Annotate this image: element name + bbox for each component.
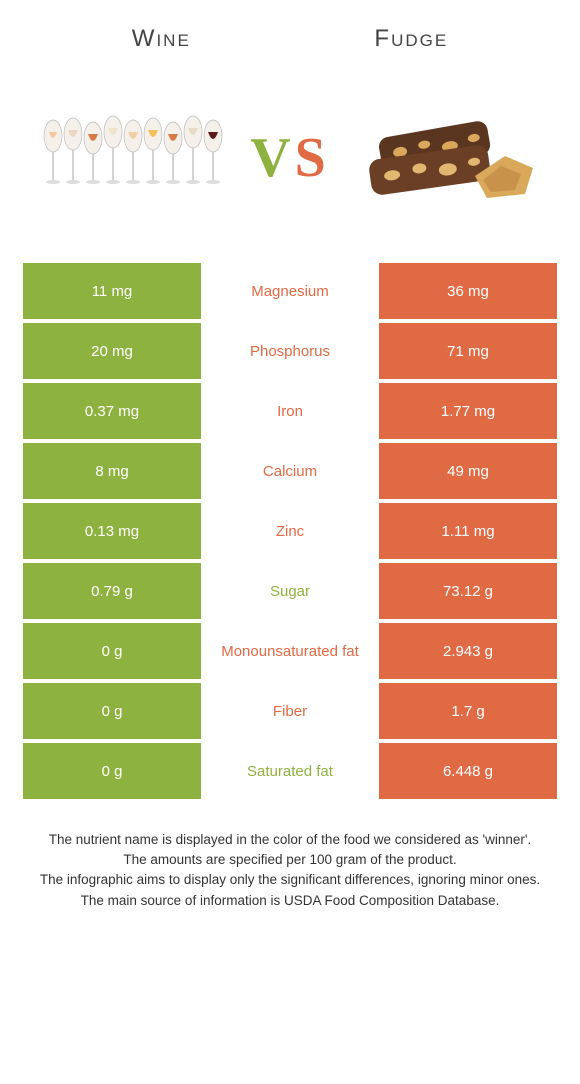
cell-left: 0 g: [23, 743, 201, 799]
cell-nutrient: Calcium: [201, 443, 379, 499]
cell-nutrient: Monounsaturated fat: [201, 623, 379, 679]
cell-left: 20 mg: [23, 323, 201, 379]
cell-right: 49 mg: [379, 443, 557, 499]
cell-nutrient: Fiber: [201, 683, 379, 739]
cell-nutrient: Phosphorus: [201, 323, 379, 379]
vs-letter-v: V: [250, 126, 294, 190]
vs-badge: VS: [235, 103, 345, 213]
wine-glasses-icon: [35, 108, 225, 208]
header: Wine Fudge: [0, 0, 580, 63]
nutrient-table: 11 mgMagnesium36 mg20 mgPhosphorus71 mg0…: [23, 263, 557, 799]
wine-illustration: [35, 103, 225, 213]
header-title-right: Fudge: [374, 25, 448, 53]
table-row: 0 gFiber1.7 g: [23, 683, 557, 739]
table-row: 8 mgCalcium49 mg: [23, 443, 557, 499]
cell-left: 0.37 mg: [23, 383, 201, 439]
table-row: 20 mgPhosphorus71 mg: [23, 323, 557, 379]
footnote-line: The main source of information is USDA F…: [18, 892, 562, 910]
table-row: 0.13 mgZinc1.11 mg: [23, 503, 557, 559]
cell-right: 73.12 g: [379, 563, 557, 619]
footnote-line: The nutrient name is displayed in the co…: [18, 831, 562, 849]
cell-right: 1.7 g: [379, 683, 557, 739]
table-row: 0 gMonounsaturated fat2.943 g: [23, 623, 557, 679]
cell-right: 1.77 mg: [379, 383, 557, 439]
hero-row: VS: [0, 63, 580, 263]
cell-left: 0 g: [23, 623, 201, 679]
cell-right: 6.448 g: [379, 743, 557, 799]
cell-right: 1.11 mg: [379, 503, 557, 559]
footnote-line: The infographic aims to display only the…: [18, 871, 562, 889]
footnotes: The nutrient name is displayed in the co…: [0, 803, 580, 910]
cell-nutrient: Zinc: [201, 503, 379, 559]
fudge-icon: [360, 108, 540, 208]
table-row: 0.37 mgIron1.77 mg: [23, 383, 557, 439]
cell-right: 36 mg: [379, 263, 557, 319]
header-title-left: Wine: [132, 25, 191, 53]
cell-right: 2.943 g: [379, 623, 557, 679]
cell-nutrient: Iron: [201, 383, 379, 439]
cell-nutrient: Magnesium: [201, 263, 379, 319]
cell-left: 0 g: [23, 683, 201, 739]
table-row: 11 mgMagnesium36 mg: [23, 263, 557, 319]
vs-letter-s: S: [295, 126, 330, 190]
cell-nutrient: Saturated fat: [201, 743, 379, 799]
cell-nutrient: Sugar: [201, 563, 379, 619]
cell-left: 11 mg: [23, 263, 201, 319]
table-row: 0 gSaturated fat6.448 g: [23, 743, 557, 799]
fudge-illustration: [355, 103, 545, 213]
cell-right: 71 mg: [379, 323, 557, 379]
cell-left: 8 mg: [23, 443, 201, 499]
table-row: 0.79 gSugar73.12 g: [23, 563, 557, 619]
footnote-line: The amounts are specified per 100 gram o…: [18, 851, 562, 869]
cell-left: 0.13 mg: [23, 503, 201, 559]
cell-left: 0.79 g: [23, 563, 201, 619]
